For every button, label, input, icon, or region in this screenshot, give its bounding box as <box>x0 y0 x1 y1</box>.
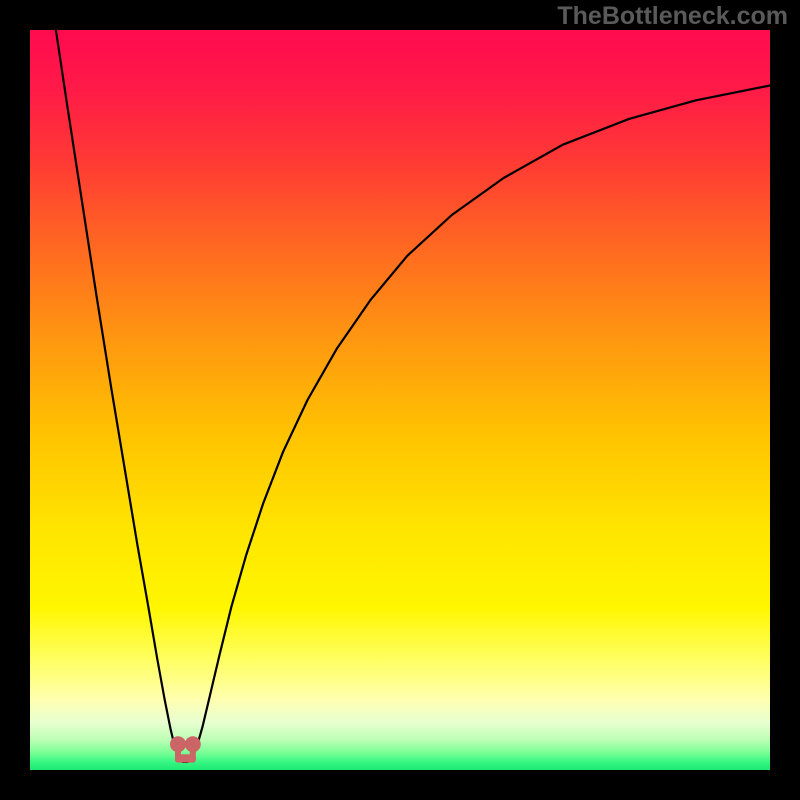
chart-container: TheBottleneck.com <box>0 0 800 800</box>
curve-overlay <box>0 0 800 800</box>
watermark-text: TheBottleneck.com <box>557 2 788 31</box>
dip-marker-base <box>175 754 196 762</box>
bottleneck-curve <box>56 30 770 762</box>
